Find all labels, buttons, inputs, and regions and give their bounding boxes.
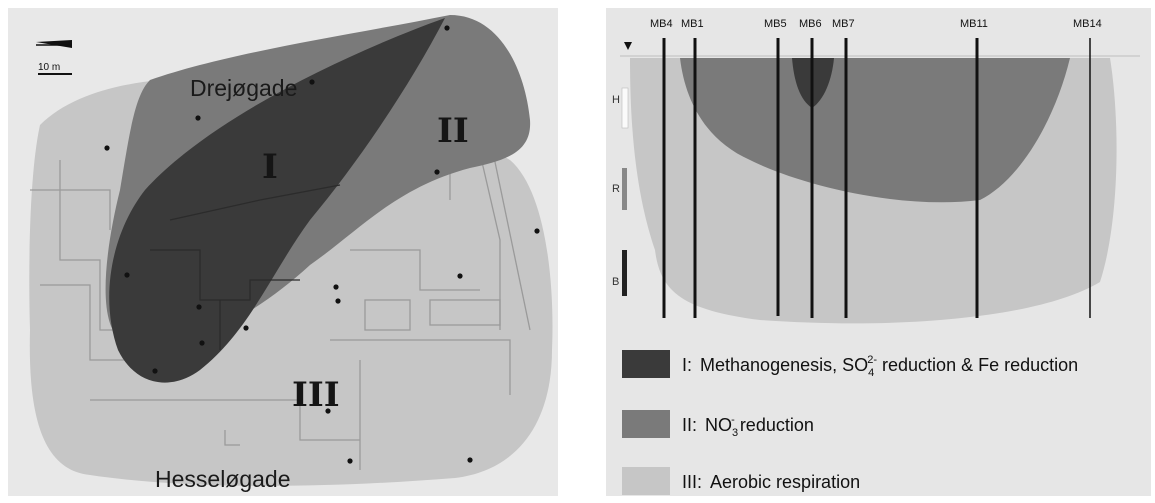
cross-section-canvas: H R B MB4 MB1 MB5 MB6 MB7 MB11 MB14 I: Me… xyxy=(606,8,1151,496)
well-lines xyxy=(662,38,1091,318)
depth-marker-b: B xyxy=(612,276,619,288)
zone-label-ii: II xyxy=(437,111,469,151)
well-label-mb14: MB14 xyxy=(1073,18,1102,30)
well-label-mb6: MB6 xyxy=(799,18,822,30)
legend-swatch-i xyxy=(622,350,670,378)
zone-label-iii: III xyxy=(292,375,340,415)
legend-item-iii: III: Aerobic respiration xyxy=(682,472,860,492)
inner-building-outlines xyxy=(150,184,341,350)
well-label-mb7: MB7 xyxy=(832,18,855,30)
well-label-mb1: MB1 xyxy=(681,18,704,30)
water-table-icon xyxy=(624,42,632,50)
well-label-mb11: MB11 xyxy=(960,18,988,30)
street-label-south: Hesseløgade xyxy=(155,466,291,492)
street-label-north: Drejøgade xyxy=(190,75,297,101)
depth-marker-h: H xyxy=(612,94,620,106)
plume-zone-map: 10 m Drejøgade Hesseløgade I II III xyxy=(0,0,565,503)
zone-i-area xyxy=(109,18,445,383)
legend: I: Methanogenesis, SO42- reduction & Fe r… xyxy=(622,350,1078,495)
scale-bar-label: 10 m xyxy=(38,62,60,73)
well-label-mb4: MB4 xyxy=(650,18,673,30)
map-canvas: 10 m Drejøgade Hesseløgade I II III xyxy=(8,8,558,496)
legend-swatch-ii xyxy=(622,410,670,438)
cross-section-panel: H R B MB4 MB1 MB5 MB6 MB7 MB11 MB14 I: Me… xyxy=(600,0,1155,503)
north-arrow-icon xyxy=(36,40,72,48)
depth-marker-r: R xyxy=(612,183,620,195)
zone-label-i: I xyxy=(262,147,278,187)
legend-swatch-iii xyxy=(622,467,670,495)
well-dots xyxy=(104,25,540,464)
legend-item-i: I: Methanogenesis, SO42- reduction & Fe r… xyxy=(682,354,1078,379)
legend-item-ii: II: NO3- reduction xyxy=(682,414,814,439)
well-label-mb5: MB5 xyxy=(764,18,787,30)
